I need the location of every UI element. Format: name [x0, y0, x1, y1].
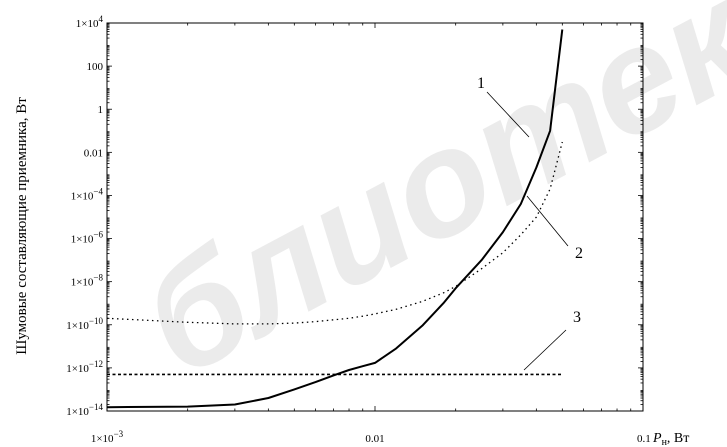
y-tick-label: 0.01 — [84, 147, 103, 159]
x-axis-subscript: н — [662, 437, 668, 447]
x-axis-label: Pн, Вт — [652, 431, 689, 447]
x-tick-label: 1×10−3 — [91, 429, 124, 445]
y-tick-label: 1×104 — [76, 14, 104, 30]
y-tick-labels: 1×104 100 1 0.01 1×10−4 1×10−6 1×10−8 1×10−10 1×… — [66, 14, 103, 418]
curve-label-1: 1 — [477, 75, 485, 92]
leader-lines — [486, 91, 569, 371]
x-axis-unit: , Вт — [667, 431, 689, 446]
leader-line-3 — [523, 329, 567, 371]
y-axis-label: Шумовые составляющие приемника, Вт — [14, 97, 30, 355]
leader-line-1 — [486, 91, 530, 138]
y-tick-label: 1 — [98, 104, 104, 116]
watermark-text: блиотека — [116, 0, 727, 408]
y-tick-label: 1×10−10 — [66, 316, 103, 332]
plot-frame — [106, 22, 644, 412]
curve-label-3: 3 — [573, 309, 581, 326]
y-tick-label: 100 — [87, 61, 104, 73]
x-tick-label: 0.01 — [365, 433, 384, 445]
x-tick-label: 0.1 — [637, 433, 651, 445]
y-tick-label: 1×10−8 — [71, 273, 104, 289]
curve-2 — [106, 141, 563, 325]
curve-labels: 1 2 3 — [477, 75, 583, 326]
y-tick-label: 1×10−6 — [71, 230, 104, 246]
leader-line-2 — [526, 195, 569, 247]
curve-1 — [106, 29, 564, 409]
curve-label-2: 2 — [575, 245, 583, 262]
x-axis-symbol: P — [652, 431, 662, 446]
y-tick-label: 1×10−14 — [66, 402, 103, 418]
x-tick-labels: 1×10−3 0.01 0.1 — [91, 429, 651, 445]
y-tick-label: 1×10−12 — [66, 359, 103, 375]
y-tick-label: 1×10−4 — [71, 186, 104, 202]
curves — [106, 29, 564, 409]
